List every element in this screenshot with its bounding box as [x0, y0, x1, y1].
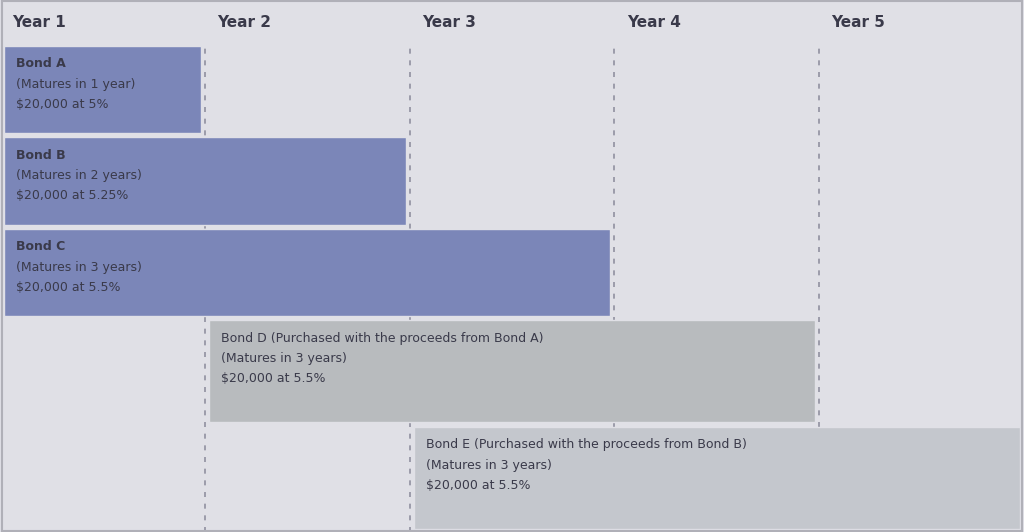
Text: $20,000 at 5.25%: $20,000 at 5.25%	[16, 189, 129, 202]
Text: Year 4: Year 4	[627, 15, 681, 30]
Text: (Matures in 3 years): (Matures in 3 years)	[221, 352, 347, 365]
FancyBboxPatch shape	[209, 320, 815, 422]
Text: Bond E (Purchased with the proceeds from Bond B): Bond E (Purchased with the proceeds from…	[426, 438, 746, 451]
FancyBboxPatch shape	[4, 46, 201, 133]
Text: (Matures in 3 years): (Matures in 3 years)	[16, 261, 142, 273]
Text: (Matures in 1 year): (Matures in 1 year)	[16, 78, 136, 90]
FancyBboxPatch shape	[4, 229, 610, 316]
FancyBboxPatch shape	[414, 427, 1020, 529]
Text: $20,000 at 5.5%: $20,000 at 5.5%	[426, 479, 530, 492]
Text: $20,000 at 5.5%: $20,000 at 5.5%	[221, 372, 326, 385]
FancyBboxPatch shape	[4, 137, 406, 225]
Text: Year 2: Year 2	[217, 15, 271, 30]
Text: Bond C: Bond C	[16, 240, 66, 253]
Text: Bond B: Bond B	[16, 149, 66, 162]
Text: Year 5: Year 5	[831, 15, 886, 30]
Text: $20,000 at 5%: $20,000 at 5%	[16, 98, 109, 111]
Text: Bond D (Purchased with the proceeds from Bond A): Bond D (Purchased with the proceeds from…	[221, 332, 544, 345]
Text: Bond A: Bond A	[16, 57, 67, 70]
Text: Year 3: Year 3	[422, 15, 476, 30]
Text: (Matures in 3 years): (Matures in 3 years)	[426, 459, 552, 471]
Text: Year 1: Year 1	[12, 15, 66, 30]
Text: $20,000 at 5.5%: $20,000 at 5.5%	[16, 281, 121, 294]
Text: (Matures in 2 years): (Matures in 2 years)	[16, 169, 142, 182]
